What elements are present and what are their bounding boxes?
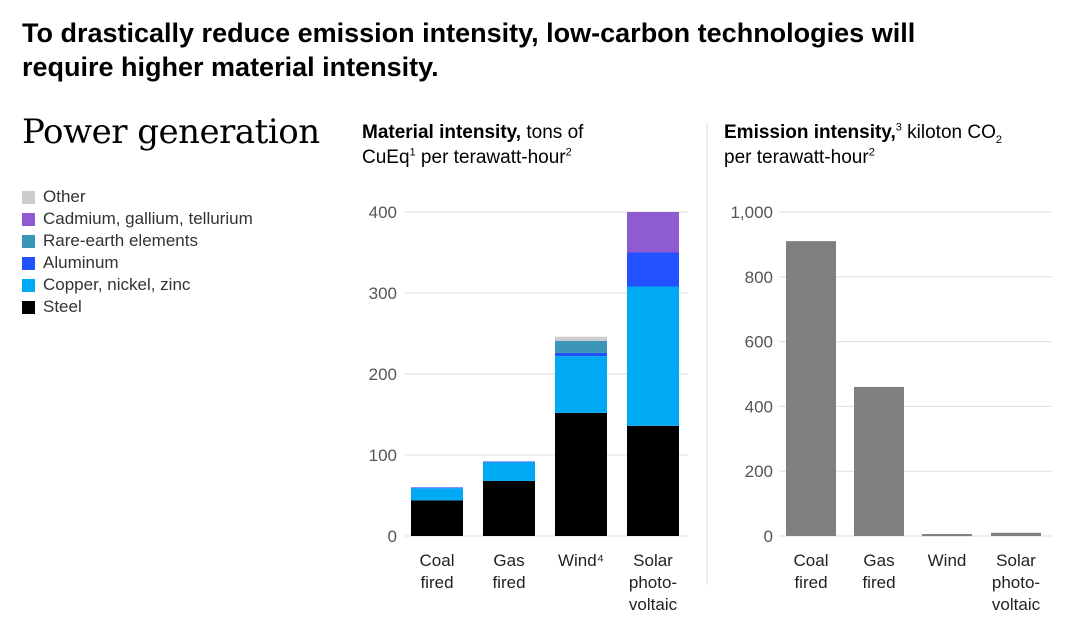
legend-label-copper: Copper, nickel, zinc (43, 275, 191, 294)
legend-item-steel: Steel (22, 296, 253, 318)
material-chart-title: Material intensity, tons of CuEq1 per te… (362, 120, 662, 170)
emission-category-label: Wind (928, 551, 967, 570)
material-category-label: voltaic (629, 595, 678, 614)
material-bar-segment (483, 462, 535, 481)
material-category-label: Solar (633, 551, 673, 570)
emission-ytick-label: 0 (764, 527, 773, 546)
legend-label-rare-earth: Rare-earth elements (43, 231, 198, 250)
section-title: Power generation (22, 112, 320, 152)
legend-swatch-cadmium (22, 212, 35, 226)
footnote-1: 1 (409, 146, 416, 159)
emission-category-label: photo- (992, 573, 1040, 592)
material-title-rest: tons of (521, 122, 584, 143)
material-category-label: fired (420, 573, 453, 592)
legend-label-steel: Steel (43, 297, 82, 316)
legend-item-aluminum: Aluminum (22, 252, 253, 274)
legend-item-copper: Copper, nickel, zinc (22, 274, 253, 296)
material-title-bold: Material intensity, (362, 122, 522, 143)
material-ytick-label: 100 (369, 446, 397, 465)
material-ytick-label: 0 (388, 527, 397, 546)
legend-label-cadmium: Cadmium, gallium, tellurium (43, 209, 253, 228)
material-bar-segment (627, 212, 679, 253)
footnote-3: 3 (895, 121, 902, 134)
emission-category-label: fired (862, 573, 895, 592)
footnote-2: 2 (565, 146, 572, 159)
material-ytick-label: 200 (369, 365, 397, 384)
co2-subscript: 2 (995, 133, 1002, 146)
material-title-per: per terawatt-hour (415, 147, 566, 168)
emission-category-label: voltaic (992, 595, 1041, 614)
legend-swatch-steel (22, 300, 35, 314)
emission-title-rest: kiloton CO (901, 122, 996, 143)
emission-bar (991, 532, 1041, 536)
legend-item-other: Other (22, 186, 253, 208)
material-bar-segment (627, 425, 679, 536)
legend-swatch-rare-earth (22, 234, 35, 248)
legend-swatch-other (22, 190, 35, 204)
legend-item-rare-earth: Rare-earth elements (22, 230, 253, 252)
legend: Other Cadmium, gallium, tellurium Rare-e… (22, 186, 253, 318)
legend-label-other: Other (43, 187, 86, 206)
footnote-2-emission: 2 (868, 146, 875, 159)
material-category-label: fired (492, 573, 525, 592)
emission-bar (922, 534, 972, 537)
legend-label-aluminum: Aluminum (43, 253, 119, 272)
material-bar-segment (555, 352, 607, 357)
headline: To drastically reduce emission intensity… (22, 18, 916, 82)
material-ytick-label: 300 (369, 284, 397, 303)
material-bar-segment (483, 480, 535, 536)
material-bar-segment (555, 356, 607, 413)
material-ytick-label: 400 (369, 203, 397, 222)
emission-category-label: Coal (794, 551, 829, 570)
material-bar-segment (555, 336, 607, 341)
material-category-label: Coal (420, 551, 455, 570)
material-category-label: Gas (493, 551, 524, 570)
emission-category-label: Solar (996, 551, 1036, 570)
material-bar-segment (411, 500, 463, 536)
material-category-label: photo- (629, 573, 677, 592)
emission-ytick-label: 1,000 (730, 203, 773, 222)
material-bar-segment (627, 286, 679, 426)
material-bar-segment (483, 461, 535, 463)
material-bar-segment (411, 487, 463, 489)
material-bar-segment (555, 412, 607, 536)
material-bar-segment (627, 252, 679, 287)
emission-bar (854, 386, 904, 536)
legend-swatch-aluminum (22, 256, 35, 270)
emission-chart-title: Emission intensity,3 kiloton CO2 per ter… (724, 120, 1064, 170)
emission-ytick-label: 200 (745, 462, 773, 481)
emission-bar (786, 241, 836, 536)
emission-ytick-label: 800 (745, 268, 773, 287)
emission-title-per: per terawatt-hour (724, 147, 869, 168)
emission-title-bold: Emission intensity, (724, 122, 896, 143)
emission-ytick-label: 600 (745, 333, 773, 352)
emission-category-label: Gas (863, 551, 894, 570)
legend-swatch-copper (22, 278, 35, 292)
material-title-unit: CuEq (362, 147, 410, 168)
emission-category-label: fired (794, 573, 827, 592)
emission-ytick-label: 400 (745, 397, 773, 416)
material-bar-segment (411, 488, 463, 501)
material-bar-segment (555, 340, 607, 353)
material-category-label: Wind⁴ (558, 551, 604, 570)
legend-item-cadmium: Cadmium, gallium, tellurium (22, 208, 253, 230)
